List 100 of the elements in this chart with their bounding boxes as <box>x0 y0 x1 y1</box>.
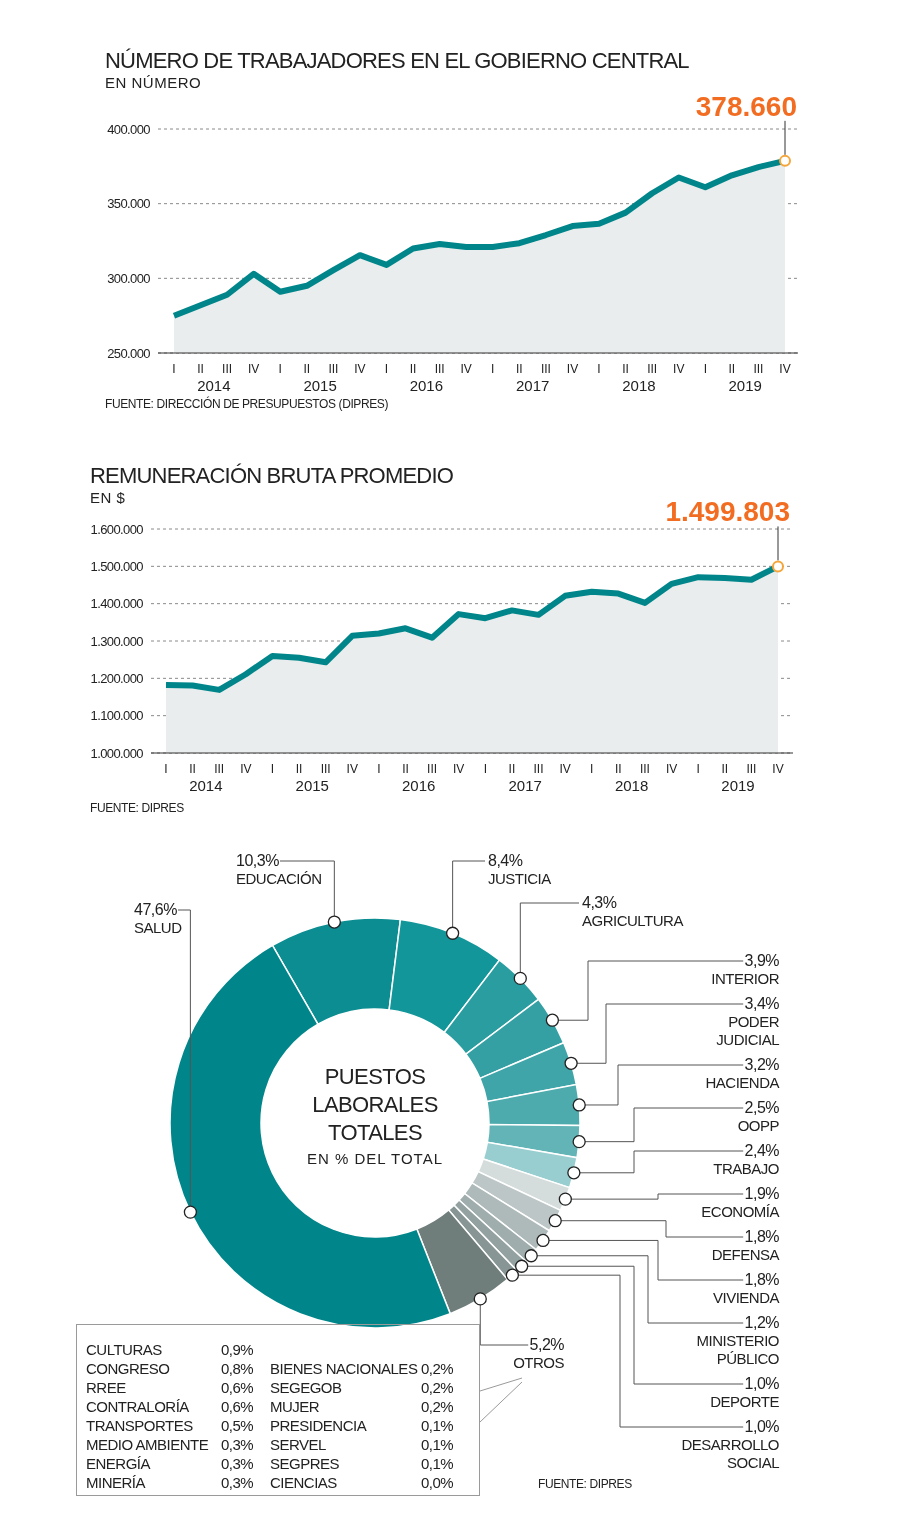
x-tick-label: III <box>434 362 445 376</box>
slice-label: JUSTICIA <box>488 870 552 887</box>
data-label: 8,4% <box>488 852 523 869</box>
data-label: 1,2% <box>744 1314 780 1331</box>
category-label: RREE <box>86 1379 126 1396</box>
category-label: CONTRALORÍA <box>86 1398 189 1415</box>
text: 0,0% <box>421 1474 454 1491</box>
x-tick-label: I <box>270 762 275 776</box>
text: 0,1% <box>421 1417 454 1434</box>
x-tick-label: IV <box>460 362 472 376</box>
x-tick-label: II <box>721 762 729 776</box>
x-tick-label: II <box>295 762 303 776</box>
x-tick-label: II <box>197 362 204 376</box>
y-tick-label: 1.500.000 <box>90 558 144 574</box>
text: 2018 <box>614 777 649 794</box>
text: 2014 <box>189 777 223 794</box>
text: 0,2% <box>421 1360 454 1377</box>
text: 0,9% <box>221 1341 254 1358</box>
x-tick-label: I <box>164 762 168 776</box>
text: 0,6% <box>221 1398 254 1415</box>
y-tick-label: 350.000 <box>107 196 151 212</box>
x-tick-label: II <box>402 762 409 776</box>
chart-title: NÚMERO DE TRABAJADORES EN EL GOBIERNO CENTRAL <box>105 48 689 74</box>
category-label: BIENES NACIONALES <box>270 1360 418 1377</box>
slice-label: MINISTERIO PÚBLICO <box>696 1332 779 1367</box>
text: 2017 <box>508 777 542 794</box>
data-label: 2,5% <box>744 1099 780 1116</box>
x-tick-label: III <box>647 362 658 376</box>
y-tick-label: 1.600.000 <box>90 521 144 537</box>
y-tick-label: 1.200.000 <box>90 670 144 686</box>
x-tick-label: II <box>728 362 736 376</box>
x-tick-label: IV <box>559 762 571 776</box>
x-tick-label: IV <box>248 362 260 376</box>
category-label: SEGEGOB <box>270 1379 342 1396</box>
x-tick-label: II <box>409 362 417 376</box>
x-tick-label: II <box>615 762 622 776</box>
slice-label: DEPORTE <box>710 1393 780 1410</box>
text: 2019 <box>728 377 762 394</box>
data-label: 1,9% <box>744 1185 780 1202</box>
category-label: CULTURAS <box>86 1341 162 1358</box>
slice-label: OTROS <box>513 1354 565 1371</box>
text: EN % DEL TOTAL <box>306 1150 444 1167</box>
y-tick-label: 1.300.000 <box>90 633 144 649</box>
slice-label: AGRICULTURA <box>582 912 684 929</box>
category-label: MEDIO AMBIENTE <box>86 1436 209 1453</box>
category-label: SERVEL <box>270 1436 326 1453</box>
data-label: 1,0% <box>744 1375 780 1392</box>
slice-label: EDUCACIÓN <box>236 870 322 887</box>
data-label: 2,4% <box>744 1142 780 1159</box>
x-tick-label: II <box>303 362 311 376</box>
slice-label: VIVIENDA <box>712 1289 780 1306</box>
data-label: 1,8% <box>744 1271 780 1288</box>
x-tick-label: I <box>483 762 487 776</box>
text: 2019 <box>721 777 755 794</box>
x-tick-label: I <box>703 362 707 376</box>
source-note: FUENTE: DIPRES <box>538 1477 632 1491</box>
source-note: FUENTE: DIRECCIÓN DE PRESUPUESTOS (DIPRES) <box>105 397 389 411</box>
x-tick-label: II <box>508 762 516 776</box>
text: 0,2% <box>421 1379 454 1396</box>
text: 0,3% <box>221 1474 254 1491</box>
slice-label: HACIENDA <box>705 1074 780 1091</box>
chart-title: REMUNERACIÓN BRUTA PROMEDIO <box>90 463 454 489</box>
data-label: 3,9% <box>744 952 780 969</box>
data-label: 3,4% <box>744 995 780 1012</box>
text: 0,1% <box>421 1436 454 1453</box>
x-tick-label: III <box>427 762 438 776</box>
slice-label: INTERIOR <box>711 970 780 987</box>
data-label: 5,2% <box>529 1336 565 1353</box>
text: 0,3% <box>221 1455 254 1472</box>
x-tick-label: IV <box>665 762 678 776</box>
slice-label: TRABAJO <box>713 1160 779 1177</box>
text: 2017 <box>515 377 550 394</box>
category-label: TRANSPORTES <box>86 1417 193 1434</box>
text: 2014 <box>197 377 231 394</box>
x-tick-label: IV <box>673 362 685 376</box>
category-label: SEGPRES <box>270 1455 340 1472</box>
y-tick-label: 300.000 <box>107 270 151 286</box>
x-tick-label: III <box>320 762 331 776</box>
x-tick-label: I <box>597 362 601 376</box>
x-tick-label: III <box>222 362 233 376</box>
text: 0,8% <box>221 1360 254 1377</box>
chart-subtitle: EN NÚMERO <box>105 74 202 91</box>
x-tick-label: III <box>753 362 764 376</box>
x-tick-label: III <box>328 362 339 376</box>
chart-subtitle: EN $ <box>90 489 126 506</box>
text: 0,3% <box>221 1436 254 1453</box>
text: 2018 <box>622 377 656 394</box>
x-tick-label: II <box>189 762 196 776</box>
x-tick-label: III <box>746 762 757 776</box>
x-tick-label: IV <box>779 362 791 376</box>
x-tick-label: I <box>491 362 495 376</box>
data-label: 3,2% <box>744 1056 780 1073</box>
data-label: 378.660 <box>695 90 797 122</box>
slice-label: SALUD <box>134 919 183 936</box>
text: 2015 <box>303 377 337 394</box>
x-tick-label: III <box>540 362 551 376</box>
x-tick-label: I <box>377 762 381 776</box>
data-label: 4,3% <box>582 894 617 911</box>
text: PUESTOS LABORALES TOTALES <box>311 1063 439 1147</box>
y-tick-label: 1.400.000 <box>90 596 144 612</box>
